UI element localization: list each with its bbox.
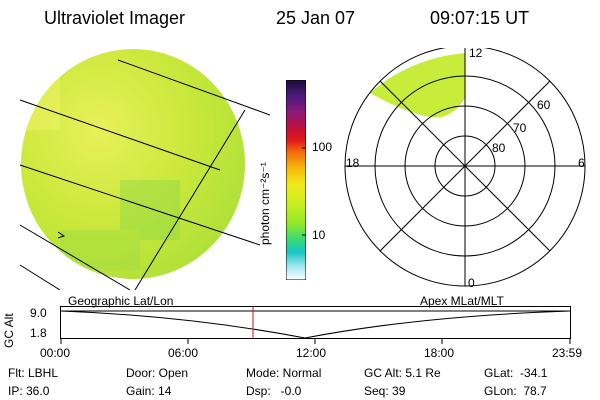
colorbar-tick-10: 10: [312, 228, 326, 242]
date-label: 25 Jan 07: [276, 8, 356, 28]
colorbar: [286, 80, 306, 280]
status-gc-alt: GC Alt: 5.1 Re: [364, 366, 441, 380]
status-gain: Gain: 14: [126, 384, 172, 398]
altitude-curve: [60, 310, 571, 339]
status-glon: GLon: 78.7: [484, 384, 547, 398]
polar-label-12: 12: [469, 46, 483, 60]
altitude-timeline: [60, 306, 571, 344]
status-flt: Flt: LBHL: [8, 366, 59, 380]
timeline-axis-label: GC Alt: [2, 313, 16, 348]
geographic-image: [19, 49, 270, 290]
polar-ring-60: 60: [537, 98, 551, 112]
colorbar-label: photon cm⁻²s⁻¹: [258, 162, 272, 245]
auroral-coverage: [370, 53, 465, 118]
timeline-xtick-1800: 18:00: [424, 346, 455, 360]
timeline-xtick-2359: 23:59: [552, 346, 583, 360]
status-ip: IP: 36.0: [8, 384, 50, 398]
polar-plot: [344, 48, 586, 287]
polar-ring-70: 70: [513, 121, 527, 135]
timeline-xtick-1200: 12:00: [296, 346, 327, 360]
instrument-title: Ultraviolet Imager: [44, 8, 186, 28]
status-dsp: Dsp: -0.0: [246, 384, 302, 398]
timeline-ytick-bottom: 1.8: [30, 326, 47, 340]
polar-label-18: 18: [346, 156, 360, 170]
polar-grid: [344, 48, 586, 287]
timeline-ytick-top: 9.0: [30, 306, 47, 320]
lat-lon-grid: [19, 59, 270, 290]
status-mode: Mode: Normal: [246, 366, 322, 380]
polar-label-6: 6: [578, 156, 585, 170]
time-label: 09:07:15 UT: [430, 8, 530, 28]
status-seq: Seq: 39: [364, 384, 406, 398]
timeline-left-title: Geographic Lat/Lon: [68, 294, 174, 308]
colorbar-tick-100: 100: [312, 140, 333, 154]
status-glat: GLat: -34.1: [484, 366, 548, 380]
timeline-xtick-0000: 00:00: [40, 346, 71, 360]
polar-label-0: 0: [468, 276, 475, 290]
polar-ring-80: 80: [492, 141, 506, 155]
status-door: Door: Open: [126, 366, 189, 380]
timeline-right-title: Apex MLat/MLT: [420, 294, 504, 308]
timeline-xtick-0600: 06:00: [168, 346, 199, 360]
